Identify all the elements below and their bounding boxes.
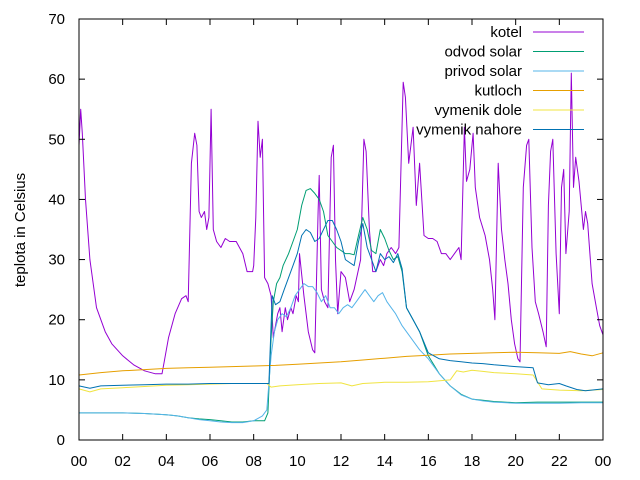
y-tick-label: 30: [48, 252, 65, 269]
x-tick-label: 08: [245, 453, 262, 470]
legend: kotel odvod solar privod solar kutloch vymen…: [416, 24, 584, 139]
legend-label: vymenik nahore: [416, 122, 522, 139]
x-tick-label: 02: [114, 453, 131, 470]
x-tick-label: 18: [464, 453, 481, 470]
y-tick-label: 0: [57, 432, 65, 449]
y-axis-title: teplota in Celsius: [12, 173, 29, 287]
y-tick-label: 40: [48, 191, 65, 208]
x-tick-label: 10: [289, 453, 306, 470]
x-tick-label: 00: [595, 453, 612, 470]
x-tick-label: 20: [507, 453, 524, 470]
y-tick-label: 60: [48, 71, 65, 88]
series-line-odvod-solar: [79, 188, 603, 423]
series-layer: [78, 72, 604, 424]
x-tick-label: 16: [420, 453, 437, 470]
y-tick-label: 20: [48, 312, 65, 329]
plot-frame: [78, 18, 604, 441]
series-line-vymenik-dole: [78, 369, 604, 393]
legend-label: kutloch: [474, 83, 522, 100]
series-line-vymenik-nahore: [78, 220, 604, 392]
legend-label: privod solar: [444, 63, 522, 80]
y-tick-label: 70: [48, 11, 65, 28]
x-tick-label: 14: [376, 453, 393, 470]
legend-label: kotel: [490, 24, 522, 41]
ticks-layer: 00 02 04 06 08 10 12 14 16 18 20 22 0001020304050607…: [48, 11, 611, 470]
x-tick-label: 00: [71, 453, 88, 470]
series-line-kotel: [78, 72, 604, 375]
series-line-privod-solar: [79, 283, 603, 424]
x-tick-label: 06: [202, 453, 219, 470]
x-tick-label: 04: [158, 453, 175, 470]
legend-label: vymenik dole: [434, 102, 522, 119]
y-tick-label: 50: [48, 131, 65, 148]
x-tick-label: 12: [333, 453, 350, 470]
y-tick-label: 10: [48, 372, 65, 389]
x-tick-label: 22: [551, 453, 568, 470]
legend-label: odvod solar: [444, 44, 522, 61]
series-line-kutloch: [78, 351, 604, 376]
